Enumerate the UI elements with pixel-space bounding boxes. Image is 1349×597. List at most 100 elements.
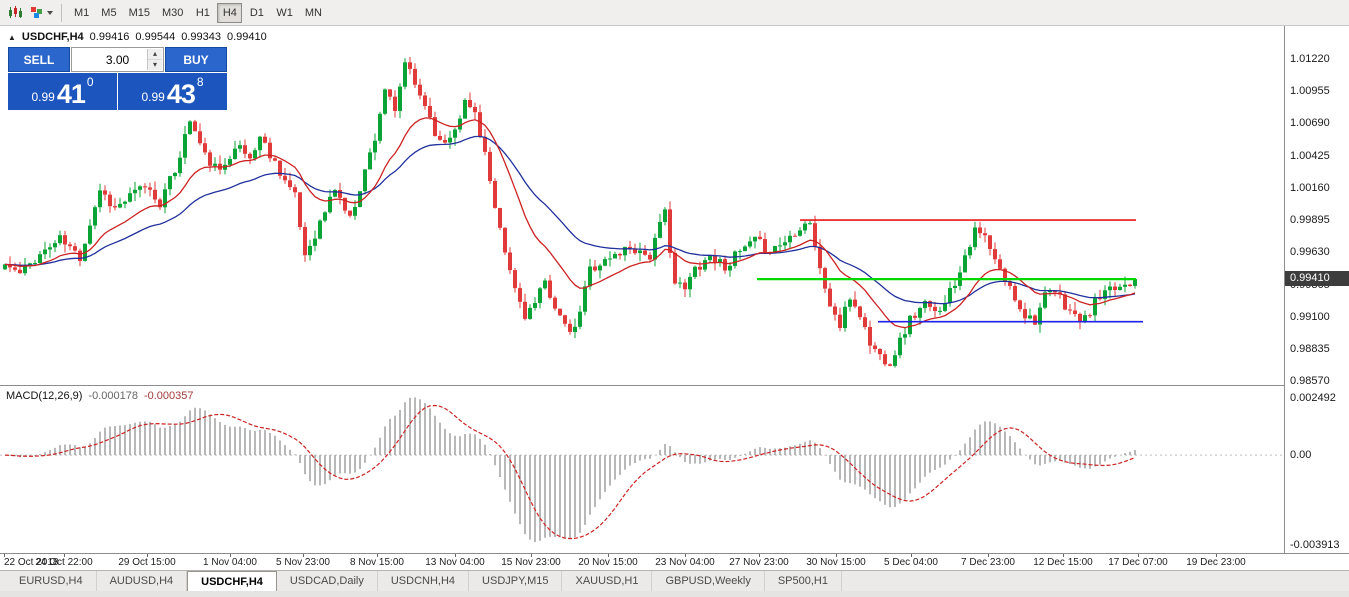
- timeframe-button-w1[interactable]: W1: [276, 6, 293, 19]
- current-price-badge: 0.99410: [1285, 271, 1349, 286]
- time-axis-label: 5 Nov 23:00: [276, 557, 330, 568]
- time-axis-label: 5 Dec 04:00: [884, 557, 938, 568]
- time-axis[interactable]: 22 Oct 2018 24 Oct 22:00 29 Oct 15:00 1 Nov…: [0, 553, 1349, 570]
- price-scale-label: 0.99630: [1290, 246, 1330, 258]
- chart-tab-audusd[interactable]: AUDUSD,H4: [97, 571, 188, 591]
- chart-tab-usdcnh[interactable]: USDCNH,H4: [378, 571, 470, 591]
- price-scale-label: 1.00425: [1290, 150, 1330, 162]
- status-strip: [0, 591, 1349, 597]
- toolbar-separator: [61, 3, 62, 22]
- time-axis-tick: [303, 554, 304, 557]
- buy-price-prefix: 0.99: [141, 90, 165, 104]
- buy-price-big: 43: [166, 79, 196, 109]
- time-axis-label: 1 Nov 04:00: [203, 557, 257, 568]
- price-scale-label: 1.01220: [1290, 53, 1330, 65]
- time-axis-label: 27 Nov 23:00: [729, 557, 789, 568]
- dropdown-caret-icon: [47, 10, 53, 15]
- chart-tab-sp500[interactable]: SP500,H1: [765, 571, 842, 591]
- time-axis-label: 8 Nov 15:00: [350, 557, 404, 568]
- time-axis-tick: [1216, 554, 1217, 557]
- time-axis-tick: [455, 554, 456, 557]
- chart-tab-usdchf[interactable]: USDCHF,H4: [187, 571, 277, 591]
- time-axis-label: 24 Oct 22:00: [35, 557, 93, 568]
- time-axis-tick: [1063, 554, 1064, 557]
- chart-tab-gbpusd[interactable]: GBPUSD,Weekly: [652, 571, 765, 591]
- chart-properties-button[interactable]: [29, 2, 54, 24]
- time-axis-label: 13 Nov 04:00: [425, 557, 485, 568]
- macd-chart-svg[interactable]: [0, 386, 1284, 553]
- macd-pane: MACD(12,26,9) -0.000178 -0.000357: [0, 386, 1284, 553]
- timeframe-button-h1[interactable]: H1: [195, 6, 210, 19]
- top-toolbar: M1 M5 M15 M30 H1 H4 D1 W1 MN: [0, 0, 1349, 26]
- price-scale-label: 1.00690: [1290, 117, 1330, 129]
- time-axis-label: 12 Dec 15:00: [1033, 557, 1093, 568]
- time-axis-label: 17 Dec 07:00: [1108, 557, 1168, 568]
- chart-tab-usdjpy[interactable]: USDJPY,M15: [469, 571, 563, 591]
- buy-button[interactable]: BUY: [165, 47, 227, 72]
- timeframe-button-mn[interactable]: MN: [304, 6, 322, 19]
- timeframe-button-m30[interactable]: M30: [161, 6, 184, 19]
- chart-tabs-bar: EURUSD,H4 AUDUSD,H4 USDCHF,H4 USDCAD,Daily U…: [0, 570, 1349, 591]
- time-axis-tick: [911, 554, 912, 557]
- volume-up-button[interactable]: ▴: [148, 49, 162, 60]
- sell-price-prefix: 0.99: [31, 90, 55, 104]
- price-scale-label: 0.98570: [1290, 375, 1330, 387]
- timeframe-button-m1[interactable]: M1: [74, 6, 90, 19]
- time-axis-label: 19 Dec 23:00: [1186, 557, 1246, 568]
- time-axis-tick: [64, 554, 65, 557]
- new-chart-button[interactable]: [3, 2, 27, 24]
- timeframe-toolbar: M1 M5 M15 M30 H1 H4 D1 W1 MN: [69, 2, 327, 23]
- time-axis-tick: [4, 554, 5, 557]
- chart-tab-usdcad[interactable]: USDCAD,Daily: [277, 571, 378, 591]
- palette-icon: [31, 7, 42, 18]
- price-scale-label: 1.00955: [1290, 85, 1330, 97]
- volume-down-button[interactable]: ▾: [148, 60, 162, 70]
- time-axis-label: 23 Nov 04:00: [655, 557, 715, 568]
- chart-area: ▲ USDCHF,H4 0.99416 0.99544 0.99343 0.99…: [0, 26, 1284, 553]
- time-axis-tick: [377, 554, 378, 557]
- volume-input[interactable]: 3.00 ▴ ▾: [71, 47, 164, 72]
- chart-window: ▲ USDCHF,H4 0.99416 0.99544 0.99343 0.99…: [0, 26, 1349, 553]
- time-axis-tick: [759, 554, 760, 557]
- time-axis-label: 20 Nov 15:00: [578, 557, 638, 568]
- time-axis-tick: [988, 554, 989, 557]
- price-chart-svg[interactable]: [0, 26, 1284, 385]
- time-axis-tick: [147, 554, 148, 557]
- price-scale-label: 1.00160: [1290, 182, 1330, 194]
- timeframe-button-h4[interactable]: H4: [217, 2, 243, 23]
- chart-tab-xauusd[interactable]: XAUUSD,H1: [562, 571, 653, 591]
- buy-price-display[interactable]: 0.99 43 8: [118, 73, 227, 110]
- macd-scale-label: -0.003913: [1290, 539, 1340, 551]
- time-axis-label: 29 Oct 15:00: [118, 557, 176, 568]
- time-axis-label: 7 Dec 23:00: [961, 557, 1015, 568]
- price-scale-label: 0.98835: [1290, 343, 1330, 355]
- time-axis-label: 15 Nov 23:00: [501, 557, 561, 568]
- sell-price-big: 41: [56, 79, 86, 109]
- volume-spinner: ▴ ▾: [147, 49, 162, 70]
- price-scale[interactable]: 0.99410 1.01220 1.00955 1.00690 1.00425 1.00…: [1284, 26, 1349, 553]
- candlestick-chart-icon: [8, 6, 22, 18]
- time-axis-tick: [685, 554, 686, 557]
- sell-price-display[interactable]: 0.99 41 0: [8, 73, 117, 110]
- time-axis-tick: [608, 554, 609, 557]
- macd-scale-label: 0.00: [1290, 449, 1312, 461]
- time-axis-tick: [1138, 554, 1139, 557]
- sell-price-sup: 0: [86, 75, 94, 89]
- sell-button[interactable]: SELL: [8, 47, 70, 72]
- timeframe-button-m15[interactable]: M15: [128, 6, 150, 19]
- volume-value: 3.00: [105, 52, 130, 67]
- chart-tab-eurusd[interactable]: EURUSD,H4: [6, 571, 97, 591]
- price-scale-label: 0.99895: [1290, 214, 1330, 226]
- time-axis-tick: [230, 554, 231, 557]
- price-pane: ▲ USDCHF,H4 0.99416 0.99544 0.99343 0.99…: [0, 26, 1284, 386]
- price-scale-label: 0.99100: [1290, 311, 1330, 323]
- time-axis-tick: [836, 554, 837, 557]
- time-axis-tick: [531, 554, 532, 557]
- timeframe-button-d1[interactable]: D1: [249, 6, 264, 19]
- time-axis-label: 22 Oct 2018: [4, 557, 59, 568]
- timeframe-button-m5[interactable]: M5: [101, 6, 117, 19]
- buy-price-sup: 8: [196, 75, 204, 89]
- time-axis-label: 30 Nov 15:00: [806, 557, 866, 568]
- one-click-trading-panel: SELL 3.00 ▴ ▾ BUY 0.99: [8, 47, 227, 110]
